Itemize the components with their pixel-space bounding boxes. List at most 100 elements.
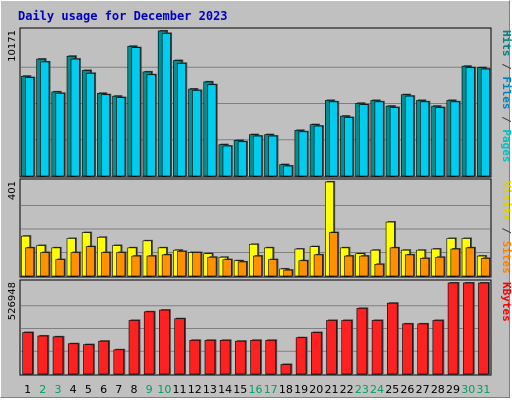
bar-hits-files-day-11 bbox=[177, 63, 187, 177]
x-tick-label-day-7: 7 bbox=[115, 383, 122, 396]
x-tick-label-day-19: 19 bbox=[294, 383, 308, 396]
bar-hits-files-day-7 bbox=[116, 97, 126, 177]
bar-hits-files-day-27 bbox=[420, 101, 430, 177]
bar-visits-sites-day-27 bbox=[420, 258, 430, 277]
x-axis-labels: 1 2 3 4 5 6 7 8 9 10 11 12 13 14 15 16 17 18 19 20 21 22 23 24 2… bbox=[24, 383, 490, 396]
bar-hits-files-day-26 bbox=[404, 95, 414, 177]
bar-hits-files-day-15 bbox=[237, 141, 247, 177]
x-tick-label-day-18: 18 bbox=[279, 383, 293, 396]
bar-hits-files-day-1 bbox=[25, 77, 35, 177]
bar-visits-sites-day-29 bbox=[450, 248, 460, 277]
x-tick-label-day-25: 25 bbox=[385, 383, 399, 396]
bar-kbytes-kbytes-day-1 bbox=[22, 332, 33, 375]
bar-visits-sites-day-1 bbox=[25, 247, 35, 277]
x-tick-label-day-13: 13 bbox=[203, 383, 217, 396]
bar-visits-sites-day-23 bbox=[359, 255, 369, 277]
x-tick-label-day-3: 3 bbox=[54, 383, 61, 396]
bar-kbytes-kbytes-day-5 bbox=[83, 344, 94, 375]
bar-hits-files-day-21 bbox=[328, 101, 338, 177]
bar-visits-sites-day-6 bbox=[101, 252, 111, 277]
bar-visits-sites-day-13 bbox=[207, 256, 217, 277]
chart-title: Daily usage for December 2023 bbox=[18, 9, 228, 23]
panel-hits-legend-item-5: Pages bbox=[500, 129, 512, 162]
bar-hits-files-day-10 bbox=[161, 33, 171, 177]
bar-visits-sites-day-25 bbox=[389, 247, 399, 277]
bar-visits-sites-day-22 bbox=[344, 255, 354, 277]
bar-visits-sites-day-5 bbox=[85, 246, 95, 277]
bar-hits-files-day-8 bbox=[131, 47, 141, 177]
bar-kbytes-kbytes-day-20 bbox=[311, 332, 322, 375]
bar-kbytes-kbytes-day-24 bbox=[371, 320, 383, 375]
bar-hits-files-day-4 bbox=[70, 58, 80, 177]
bar-kbytes-kbytes-day-6 bbox=[98, 340, 109, 375]
bar-visits-sites-day-28 bbox=[435, 256, 445, 277]
bar-kbytes-kbytes-day-30 bbox=[462, 282, 474, 375]
bar-hits-files-day-20 bbox=[313, 125, 323, 177]
panel-visits-legend-item-2: / bbox=[500, 221, 512, 241]
bar-visits-sites-day-16 bbox=[253, 255, 262, 277]
x-tick-label-day-28: 28 bbox=[431, 383, 445, 396]
bar-hits-files-day-13 bbox=[207, 84, 217, 177]
bar-kbytes-kbytes-day-3 bbox=[52, 336, 64, 375]
bar-hits-files-day-16 bbox=[253, 135, 262, 177]
bar-visits-sites-day-4 bbox=[70, 252, 80, 277]
bar-hits-files-day-5 bbox=[85, 73, 95, 177]
bar-visits-sites-day-17 bbox=[268, 259, 278, 277]
bar-kbytes-kbytes-day-26 bbox=[402, 323, 413, 375]
plot-area: 10171 Hits / Files / Pages 401 Visits / Sit… bbox=[7, 27, 512, 376]
panel-kbytes: 526948 KBytes bbox=[7, 279, 512, 376]
x-tick-label-day-6: 6 bbox=[100, 383, 107, 396]
bar-kbytes-kbytes-day-4 bbox=[67, 343, 79, 375]
bar-visits-sites-day-18 bbox=[283, 269, 293, 277]
bar-visits-sites-day-26 bbox=[404, 254, 414, 277]
bar-kbytes-kbytes-day-21 bbox=[326, 320, 337, 375]
bar-kbytes-kbytes-day-25 bbox=[387, 302, 398, 375]
bar-kbytes-kbytes-day-22 bbox=[341, 320, 352, 375]
bar-kbytes-kbytes-day-7 bbox=[113, 349, 124, 375]
bar-hits-files-day-9 bbox=[146, 74, 156, 177]
bar-hits-files-day-24 bbox=[374, 101, 384, 177]
bar-kbytes-kbytes-day-17 bbox=[265, 340, 276, 375]
bar-kbytes-kbytes-day-31 bbox=[478, 282, 489, 375]
bar-kbytes-kbytes-day-16 bbox=[250, 340, 261, 375]
panel-kbytes-legend-item-1: KBytes bbox=[500, 282, 512, 322]
bar-hits-files-day-23 bbox=[359, 104, 369, 177]
panel-hits: 10171 Hits / Files / Pages bbox=[7, 27, 512, 178]
bar-visits-sites-day-11 bbox=[177, 251, 187, 277]
bar-hits-files-day-28 bbox=[435, 107, 445, 177]
bar-kbytes-kbytes-day-19 bbox=[295, 337, 307, 375]
bar-hits-files-day-17 bbox=[268, 135, 278, 177]
panel-visits-legend: Visits / Sites bbox=[500, 181, 512, 274]
bar-visits-sites-day-15 bbox=[237, 261, 247, 277]
bar-kbytes-kbytes-day-12 bbox=[189, 340, 200, 375]
panel-visits-legend-item-3: Sites bbox=[500, 241, 512, 274]
x-tick-label-day-1: 1 bbox=[24, 383, 31, 396]
bar-hits-files-day-14 bbox=[222, 145, 232, 177]
bar-visits-sites-day-30 bbox=[465, 247, 475, 277]
bar-visits-sites-day-3 bbox=[55, 259, 65, 277]
bar-kbytes-kbytes-day-14 bbox=[219, 340, 231, 375]
bar-kbytes-kbytes-day-18 bbox=[280, 364, 292, 375]
bar-visits-sites-day-10 bbox=[161, 254, 171, 277]
bar-kbytes-kbytes-day-10 bbox=[159, 309, 170, 375]
bar-hits-files-day-29 bbox=[450, 101, 460, 177]
bar-visits-sites-day-8 bbox=[131, 255, 141, 277]
x-tick-label-day-9: 9 bbox=[146, 383, 153, 396]
bar-kbytes-kbytes-day-29 bbox=[447, 282, 459, 375]
bar-hits-files-day-22 bbox=[344, 117, 354, 177]
bar-kbytes-kbytes-day-2 bbox=[37, 335, 49, 375]
panel-hits-legend-item-3: Files bbox=[500, 76, 512, 109]
bar-kbytes-kbytes-day-27 bbox=[417, 323, 428, 375]
x-tick-label-day-16: 16 bbox=[249, 383, 263, 396]
x-tick-label-day-11: 11 bbox=[173, 383, 187, 396]
panel-kbytes-max-label: 526948 bbox=[7, 282, 18, 320]
x-tick-label-day-15: 15 bbox=[233, 383, 247, 396]
x-tick-label-day-31: 31 bbox=[476, 383, 490, 396]
x-tick-label-day-21: 21 bbox=[324, 383, 338, 396]
panel-kbytes-legend: KBytes bbox=[500, 282, 512, 322]
bar-hits-files-day-6 bbox=[101, 94, 111, 177]
x-tick-label-day-29: 29 bbox=[446, 383, 460, 396]
x-tick-label-day-24: 24 bbox=[370, 383, 384, 396]
x-tick-label-day-5: 5 bbox=[85, 383, 92, 396]
